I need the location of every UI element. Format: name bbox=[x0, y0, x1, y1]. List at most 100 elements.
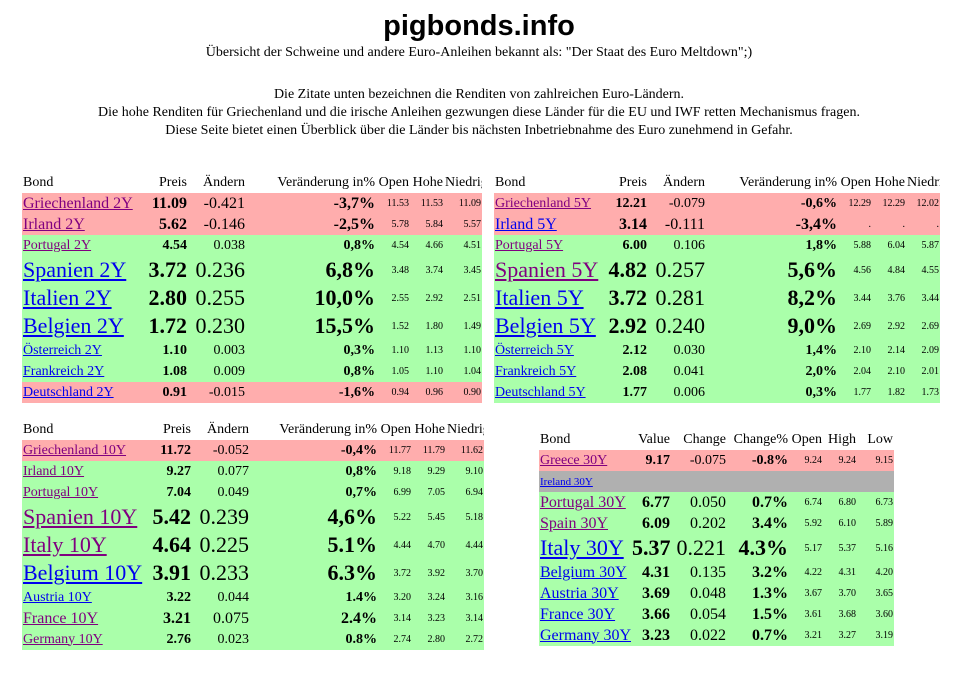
table-row: Portugal 10Y 7.04 0.049 0,7% 6.99 7.05 6.94 bbox=[22, 482, 484, 503]
bond-link[interactable]: Spain 30Y bbox=[540, 514, 608, 532]
table-header-row: Bond Preis Ändern Veränderung in% Open H… bbox=[494, 173, 940, 193]
bond-link[interactable]: Germany 30Y bbox=[540, 626, 631, 644]
bond-link[interactable]: Italien 2Y bbox=[23, 285, 112, 310]
table-header-row: Bond Preis Ändern Veränderung in% Open H… bbox=[22, 173, 482, 193]
bond-link[interactable]: Belgium 30Y bbox=[540, 563, 627, 581]
bond-link[interactable]: Spanien 2Y bbox=[23, 257, 127, 282]
change-cell: 0.230 bbox=[195, 313, 246, 338]
bond-link[interactable]: Portugal 10Y bbox=[23, 484, 99, 500]
intro-line-3: Diese Seite bietet einen Überblick über … bbox=[165, 123, 793, 138]
price-cell: 6.77 bbox=[642, 493, 670, 511]
bond-link[interactable]: Belgien 2Y bbox=[23, 313, 124, 338]
bond-name-cell: Portugal 5Y bbox=[494, 235, 606, 256]
bond-link[interactable]: Irland 10Y bbox=[23, 463, 85, 479]
col-header-bond: Bond bbox=[22, 420, 150, 440]
high-cell: 5.37 bbox=[838, 542, 857, 554]
bond-link[interactable]: Irland 2Y bbox=[23, 215, 85, 233]
open-cell: 1.77 bbox=[853, 387, 872, 398]
price-cell: 2.08 bbox=[622, 363, 648, 379]
col-header-change-pct: Veränderung in% bbox=[250, 420, 378, 440]
low-cell: 3.45 bbox=[463, 264, 482, 276]
bond-link[interactable]: Österreich 2Y bbox=[23, 342, 102, 358]
bond-link[interactable]: Italy 30Y bbox=[540, 535, 624, 560]
bond-name-cell: Italy 30Y bbox=[539, 534, 631, 562]
price-cell: 3.22 bbox=[166, 589, 192, 605]
col-header-low: Niedrige bbox=[446, 420, 484, 440]
bond-link[interactable]: Irland 5Y bbox=[495, 215, 557, 233]
open-cell: 4.44 bbox=[393, 539, 412, 551]
change-pct-cell: 6.3% bbox=[327, 560, 378, 585]
bond-link[interactable]: Italy 10Y bbox=[23, 532, 107, 557]
bond-link[interactable]: Spanien 5Y bbox=[495, 257, 599, 282]
bond-name-cell: Italien 2Y bbox=[22, 284, 146, 312]
bond-link[interactable]: Austria 30Y bbox=[540, 584, 619, 602]
change-pct-cell: 3.4% bbox=[752, 514, 788, 532]
bond-name-cell: Irland 5Y bbox=[494, 214, 606, 235]
open-cell: 2.74 bbox=[393, 634, 412, 645]
open-cell: 5.88 bbox=[853, 240, 872, 251]
change-cell: 0.106 bbox=[673, 237, 706, 253]
change-cell: 0.075 bbox=[213, 609, 249, 627]
high-cell: 12.29 bbox=[882, 198, 906, 209]
col-header-change-pct: Veränderung in% bbox=[246, 173, 376, 193]
intro-line-2: Die hohe Renditen für Griechenland und d… bbox=[98, 105, 860, 120]
price-cell: 4.82 bbox=[608, 257, 648, 282]
price-cell: 2.92 bbox=[608, 313, 648, 338]
bond-link[interactable]: Österreich 5Y bbox=[495, 342, 574, 358]
bond-link[interactable]: Ireland 30Y bbox=[540, 475, 593, 488]
change-pct-cell: 0,8% bbox=[343, 237, 376, 253]
bond-link[interactable]: France 30Y bbox=[540, 605, 616, 623]
bond-link[interactable]: Germany 10Y bbox=[23, 631, 103, 647]
bond-link[interactable]: France 10Y bbox=[23, 609, 99, 627]
bond-link[interactable]: Griechenland 10Y bbox=[23, 442, 127, 458]
change-pct-cell: 4,6% bbox=[327, 504, 378, 529]
change-pct-cell: 10,0% bbox=[314, 285, 376, 310]
change-cell: -0.052 bbox=[212, 442, 249, 458]
change-pct-cell: 2,0% bbox=[805, 363, 838, 379]
table-row: Österreich 2Y 1.10 0.003 0,3% 1.10 1.13 1.10 bbox=[22, 340, 482, 361]
low-cell: 5.16 bbox=[875, 542, 894, 554]
low-cell: 5.57 bbox=[463, 219, 482, 230]
bond-name-cell: Spanien 5Y bbox=[494, 256, 606, 284]
bond-name-cell: Belgien 5Y bbox=[494, 312, 606, 340]
table-row: Frankreich 2Y 1.08 0.009 0,8% 1.05 1.10 1.04 bbox=[22, 361, 482, 382]
bond-link[interactable]: Belgien 5Y bbox=[495, 313, 596, 338]
bond-name-cell: Belgium 30Y bbox=[539, 562, 631, 583]
table-row: Portugal 2Y 4.54 0.038 0,8% 4.54 4.66 4.51 bbox=[22, 235, 482, 256]
bond-link[interactable]: Spanien 10Y bbox=[23, 504, 138, 529]
bond-link[interactable]: Italien 5Y bbox=[495, 285, 584, 310]
change-cell: 0.048 bbox=[690, 584, 726, 602]
bond-link[interactable]: Deutschland 2Y bbox=[23, 384, 114, 400]
change-pct-cell: 1.4% bbox=[345, 589, 378, 605]
open-cell: 12.29 bbox=[848, 198, 872, 209]
price-cell: 11.72 bbox=[160, 442, 191, 458]
open-cell: 4.54 bbox=[391, 240, 410, 251]
price-cell: 3.21 bbox=[163, 609, 191, 627]
bond-link[interactable]: Frankreich 5Y bbox=[495, 363, 577, 379]
table-row: Portugal 30Y 6.77 0.050 0.7% 6.74 6.80 6.73 bbox=[539, 492, 894, 513]
low-cell: 3.19 bbox=[875, 630, 894, 641]
bond-link[interactable]: Austria 10Y bbox=[23, 589, 92, 605]
price-cell: 9.27 bbox=[166, 463, 192, 479]
change-cell: 0.202 bbox=[690, 514, 726, 532]
bond-link[interactable]: Portugal 2Y bbox=[23, 237, 92, 253]
open-cell: 1.52 bbox=[391, 320, 410, 332]
bond-link[interactable]: Belgium 10Y bbox=[23, 560, 143, 585]
price-cell: 1.77 bbox=[622, 384, 648, 400]
open-cell: 4.22 bbox=[804, 567, 823, 578]
low-cell: 12.02 bbox=[916, 198, 940, 209]
bond-name-cell: Deutschland 5Y bbox=[494, 382, 606, 403]
col-header-bond: Bond bbox=[539, 430, 631, 450]
bond-name-cell: Portugal 30Y bbox=[539, 492, 631, 513]
bond-link[interactable]: Griechenland 5Y bbox=[495, 195, 592, 211]
bond-link[interactable]: Frankreich 2Y bbox=[23, 363, 105, 379]
bond-link[interactable]: Greece 30Y bbox=[540, 452, 608, 468]
change-pct-cell: 0.8% bbox=[345, 631, 378, 647]
bond-link[interactable]: Deutschland 5Y bbox=[495, 384, 586, 400]
low-cell: 5.87 bbox=[921, 240, 940, 251]
price-cell: 2.76 bbox=[166, 631, 192, 647]
bond-link[interactable]: Portugal 30Y bbox=[540, 493, 626, 511]
bond-name-cell: Spain 30Y bbox=[539, 513, 631, 534]
bond-link[interactable]: Portugal 5Y bbox=[495, 237, 564, 253]
bond-link[interactable]: Griechenland 2Y bbox=[23, 194, 133, 212]
